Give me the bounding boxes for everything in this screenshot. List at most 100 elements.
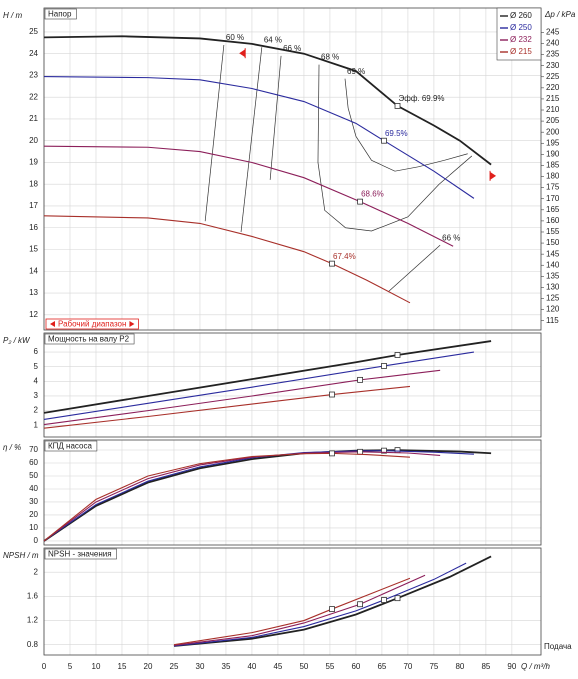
iso-efficiency-line xyxy=(240,47,263,233)
y-tick-label: 19 xyxy=(29,158,38,167)
y-tick-label: 17 xyxy=(29,201,38,210)
y-tick-label: 0 xyxy=(34,536,39,545)
panel-title: Мощность на валу P2 xyxy=(48,335,130,344)
plot-background xyxy=(44,333,541,437)
y-tick-label: 2 xyxy=(34,406,39,415)
iso-efficiency-line xyxy=(317,64,473,232)
plot-background xyxy=(44,548,541,655)
y2-tick-label: 155 xyxy=(546,227,560,236)
series-line xyxy=(43,35,492,166)
iso-efficiency-label: 60 % xyxy=(226,33,244,42)
series-line xyxy=(43,451,441,542)
y2-tick-label: 180 xyxy=(546,172,560,181)
duty-point xyxy=(357,601,363,608)
y-axis-label: NPSH / m xyxy=(3,551,39,560)
x-axis-label: Q / m³/h xyxy=(521,662,550,671)
y-tick-label: 20 xyxy=(29,136,38,145)
y-tick-label: 1.6 xyxy=(27,591,39,600)
series-line xyxy=(43,145,454,247)
y-tick-label: 15 xyxy=(29,245,38,254)
iso-efficiency-label: 66 % xyxy=(283,44,301,53)
y2-tick-label: 220 xyxy=(546,83,560,92)
y2-tick-label: 205 xyxy=(546,116,560,125)
iso-efficiency-label: 68 % xyxy=(321,53,339,62)
y-tick-label: 22 xyxy=(29,92,38,101)
y-tick-label: 1 xyxy=(34,420,39,429)
duty-point-label: 68.6% xyxy=(361,190,384,199)
duty-point-label: Эфф. 69.9% xyxy=(399,94,445,103)
plot-background xyxy=(44,8,541,330)
y2-tick-label: 225 xyxy=(546,72,560,81)
x-caption: Подача xyxy=(544,642,572,651)
duty-point xyxy=(329,391,335,398)
y-tick-label: 23 xyxy=(29,71,38,80)
x-tick-label: 30 xyxy=(196,662,205,671)
y2-tick-label: 115 xyxy=(546,316,559,325)
arrow-left xyxy=(50,321,55,327)
y2-tick-label: 175 xyxy=(546,183,560,192)
y-tick-label: 18 xyxy=(29,179,38,188)
y2-tick-label: 165 xyxy=(546,205,560,214)
duty-point xyxy=(329,606,335,612)
y-tick-label: 21 xyxy=(29,114,38,123)
plot-frame xyxy=(43,7,542,331)
y2-tick-label: 200 xyxy=(546,127,560,136)
x-tick-label: 55 xyxy=(325,662,334,671)
y-tick-label: 40 xyxy=(29,484,38,493)
x-tick-label: 20 xyxy=(144,662,153,671)
duty-point xyxy=(394,103,401,109)
series-line xyxy=(43,385,411,429)
series-line xyxy=(173,562,467,647)
legend-label: Ø 215 xyxy=(510,47,532,56)
y2-tick-label: 190 xyxy=(546,149,560,158)
x-tick-label: 35 xyxy=(222,662,231,671)
y-tick-label: 70 xyxy=(29,445,38,454)
y-tick-label: 3 xyxy=(34,391,39,400)
y-tick-label: 14 xyxy=(29,266,38,275)
iso-efficiency-line xyxy=(387,244,441,293)
plot-frame xyxy=(43,332,542,438)
series-line xyxy=(43,75,475,199)
iso-efficiency-label: 66 % xyxy=(442,233,460,242)
y2-tick-label: 120 xyxy=(546,305,560,314)
y2-tick-label: 245 xyxy=(546,28,560,37)
plot-frame xyxy=(43,547,542,656)
y-tick-label: 24 xyxy=(29,49,38,58)
y-tick-label: 12 xyxy=(29,310,38,319)
y2-tick-label: 145 xyxy=(546,249,560,258)
y-tick-label: 16 xyxy=(29,223,38,232)
y2-tick-label: 240 xyxy=(546,39,560,48)
y2-tick-label: 185 xyxy=(546,161,560,170)
x-tick-label: 80 xyxy=(455,662,464,671)
y-axis-label: η / % xyxy=(3,443,21,452)
iso-efficiency-line xyxy=(204,44,225,222)
duty-point-label: 67.4% xyxy=(333,252,356,261)
y2-tick-label: 130 xyxy=(546,283,560,292)
operating-range-label: Рабочий диапазон xyxy=(58,320,126,329)
operating-range-limit xyxy=(239,49,246,58)
operating-range-box xyxy=(45,318,139,330)
y2-axis-label: Δp / kPa xyxy=(544,10,576,19)
duty-point xyxy=(357,198,363,205)
duty-point xyxy=(329,260,335,267)
panel-title-box xyxy=(44,333,135,345)
legend-label: Ø 250 xyxy=(510,23,532,32)
y-tick-label: 20 xyxy=(29,510,38,519)
panel-title-box xyxy=(44,440,98,452)
series-line xyxy=(43,449,492,542)
y2-tick-label: 210 xyxy=(546,105,560,114)
y-tick-label: 4 xyxy=(34,376,39,385)
iso-efficiency-line xyxy=(344,78,468,172)
duty-point xyxy=(357,376,363,383)
y-tick-label: 0.8 xyxy=(27,640,39,649)
x-tick-label: 50 xyxy=(299,662,308,671)
y-tick-label: 60 xyxy=(29,458,38,467)
y-tick-label: 1.2 xyxy=(27,616,39,625)
series-line xyxy=(43,340,492,414)
duty-point xyxy=(394,352,401,358)
duty-point xyxy=(394,447,401,454)
x-tick-label: 15 xyxy=(118,662,127,671)
iso-efficiency-line xyxy=(269,55,282,180)
legend-label: Ø 232 xyxy=(510,35,532,44)
arrow-right xyxy=(129,321,135,327)
